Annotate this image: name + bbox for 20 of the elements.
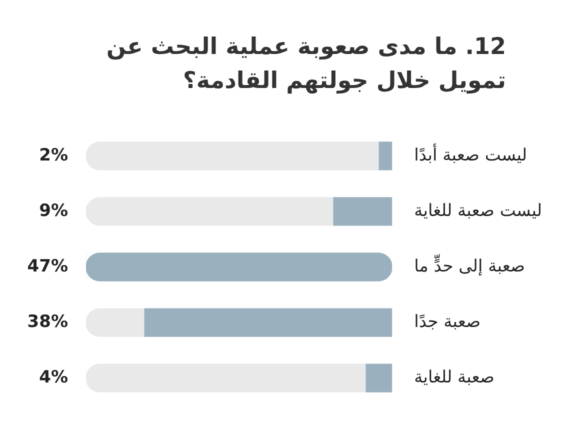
bar [86,252,392,282]
bar [86,364,366,392]
y-tick-label: صعبة للغاية [414,367,494,388]
bar [333,197,392,226]
chart-title: 12. ما مدى صعوبة عملية البحث عن تمويل خلال جولتهم القادمة؟ [105,33,507,96]
bar [144,308,392,337]
data-label: 2% [39,145,68,166]
data-label: 38% [27,312,68,332]
bar [378,142,392,170]
bar [86,197,334,226]
data-label: 4% [39,367,68,388]
data-label: 47% [27,256,68,276]
bar [366,364,392,392]
bar [86,308,145,337]
y-tick-label: صعبة إلى حدٍّ ما [414,254,525,276]
data-label: 9% [39,200,68,221]
y-tick-label: صعبة جدًا [414,312,481,332]
y-tick-label: ليست صعبة للغاية [414,200,542,221]
bar [86,142,380,170]
y-tick-label: ليست صعبة أبدًا [414,143,528,166]
